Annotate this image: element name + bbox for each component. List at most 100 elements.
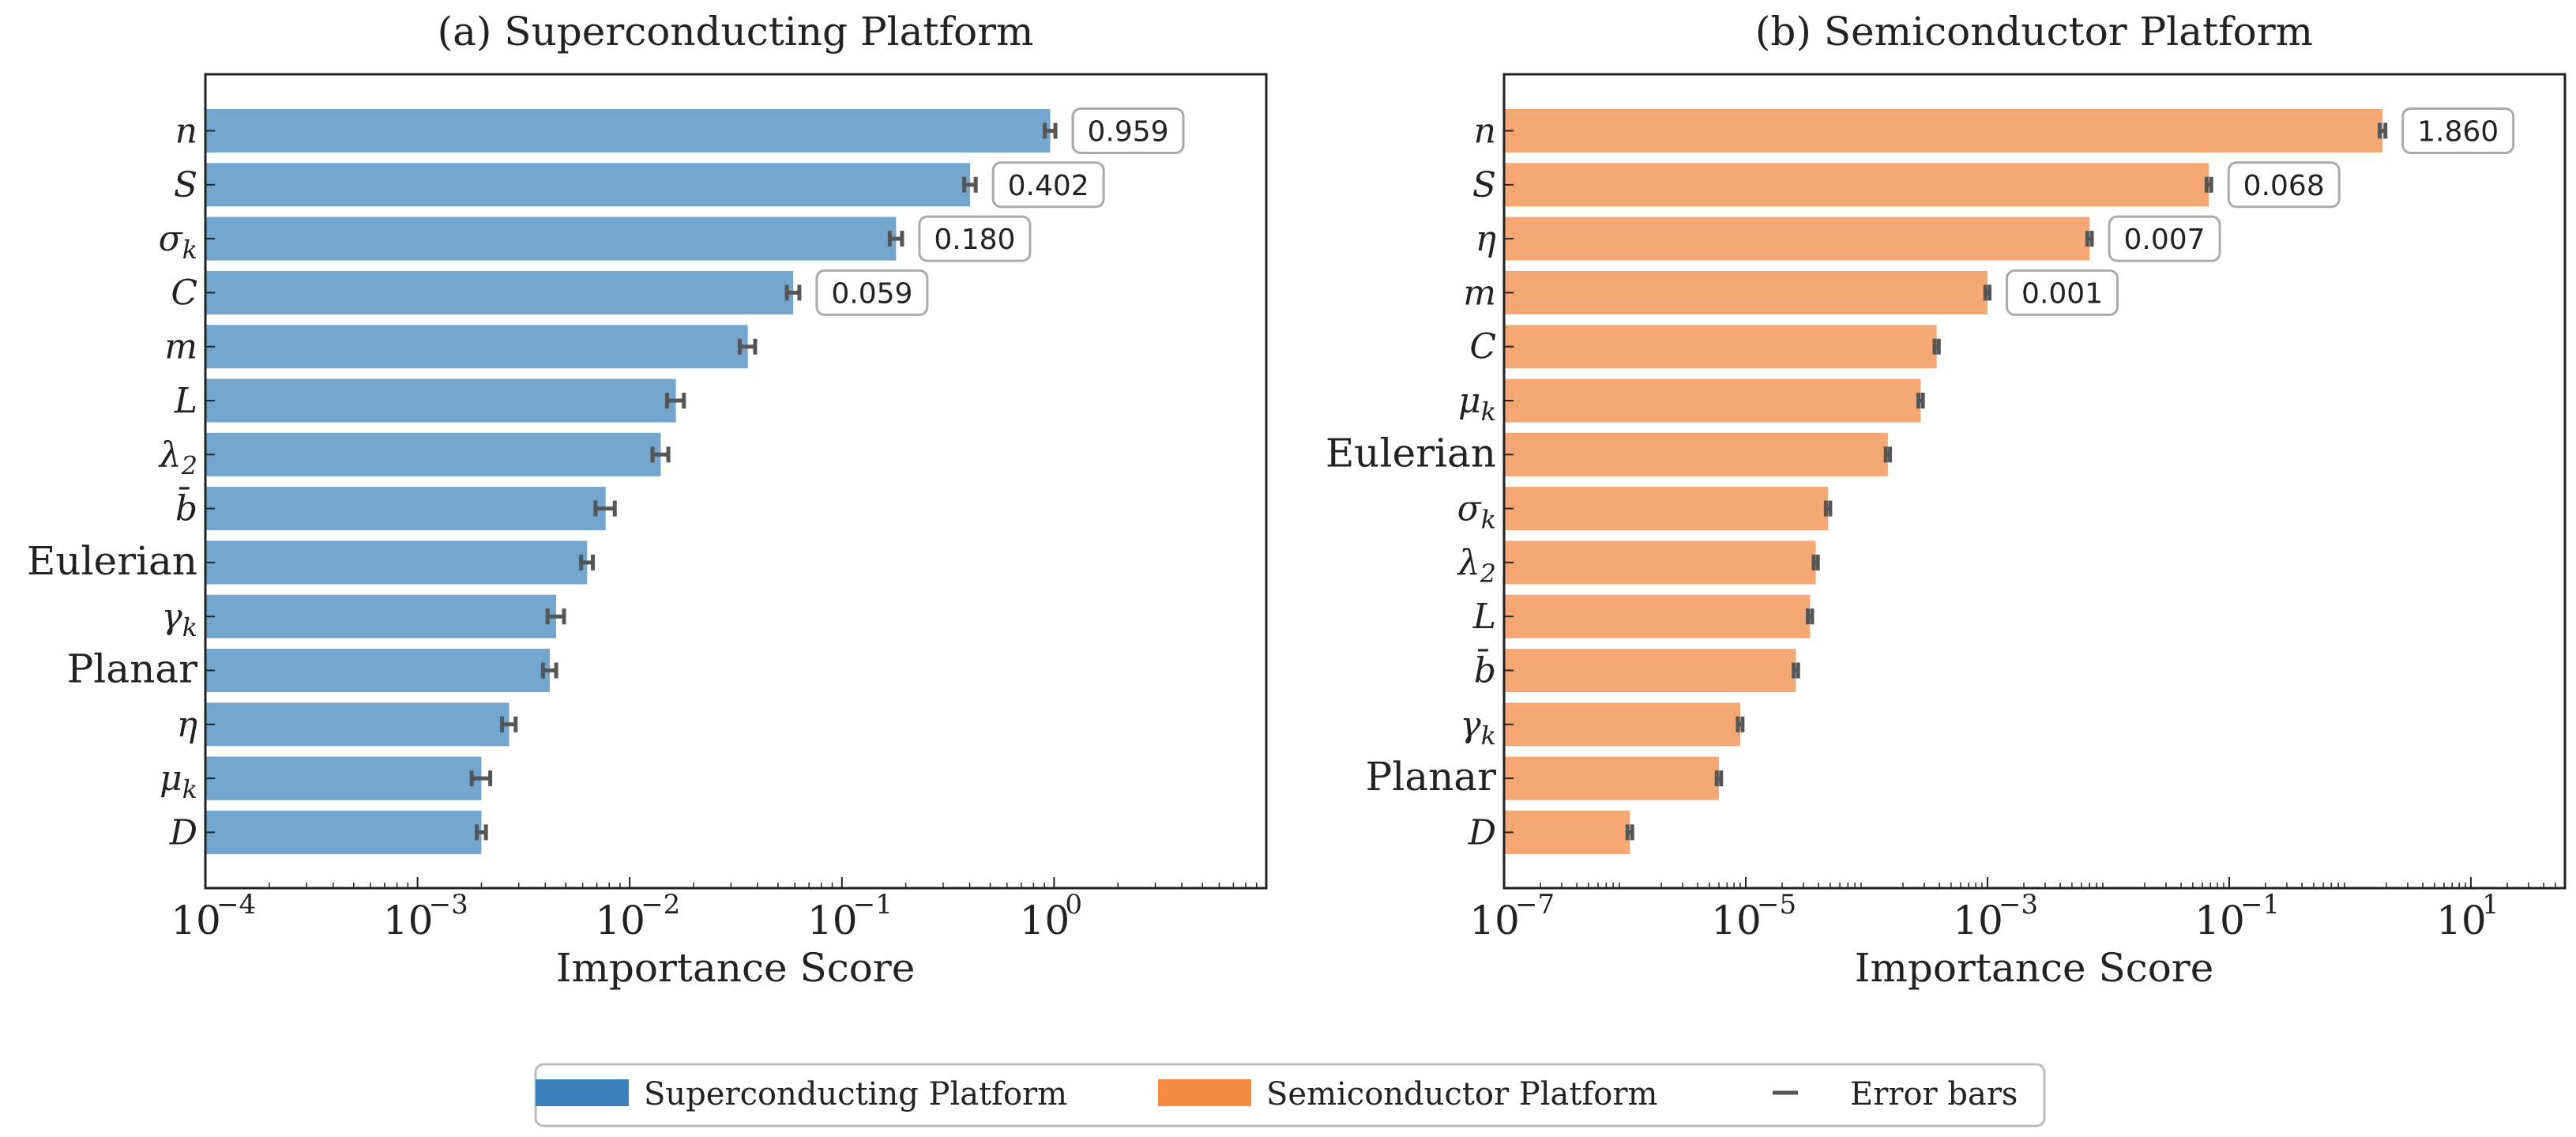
panel-a-bar — [205, 594, 557, 638]
panel-b-frame — [1502, 73, 2567, 890]
panel-a-bar — [205, 702, 510, 747]
panel-a-category-label: μk — [160, 759, 197, 804]
panel-b-error-bar — [2378, 122, 2388, 139]
panel-a-error-bar — [650, 446, 671, 463]
legend-label-semiconductor: Semiconductor Platform — [1266, 1076, 1657, 1113]
panel-a-error-bar — [545, 608, 566, 625]
panel-b-error-bar — [1792, 662, 1800, 679]
panel-b-value-annotation: 0.068 — [2227, 161, 2341, 209]
svg-text:0.059: 0.059 — [831, 277, 912, 310]
panel-b-bar — [1504, 270, 1987, 314]
panel-b-bar — [1504, 325, 1937, 369]
panel-b-title: (b) Semiconductor Platform — [1755, 9, 2313, 55]
panel-a-category-label: Eulerian — [27, 538, 197, 584]
panel-a-bar — [205, 378, 676, 423]
panel-b-x-tick-exponent: −1 — [2240, 889, 2280, 921]
panel-a-category-label: Planar — [67, 646, 197, 692]
svg-text:0.007: 0.007 — [2124, 224, 2206, 256]
panel-a-x-tick-exponent: 0 — [1065, 889, 1082, 921]
panel-b-error-bar — [2085, 231, 2094, 247]
panel-b-error-bar — [1983, 284, 1992, 301]
legend-swatch-semiconductor — [1158, 1079, 1251, 1106]
panel-b-x-tick-label: 10 — [1469, 898, 1520, 943]
panel-b-error-bar — [1823, 500, 1833, 517]
panel-a-error-bar — [737, 338, 758, 355]
panel-b-bar — [1504, 702, 1740, 747]
panel-a-x-tick-exponent: −4 — [216, 889, 256, 921]
panel-b-category-label: n — [1474, 111, 1496, 152]
panel-a-error-bar — [784, 284, 802, 301]
panel-a-bar — [205, 163, 971, 207]
panel-b-bar — [1504, 756, 1720, 800]
panel-a-value-annotation: 0.402 — [991, 161, 1105, 209]
panel-b-bar — [1504, 810, 1630, 854]
panel-a-bar — [205, 325, 748, 369]
panel-a-x-axis-label: Importance Score — [556, 945, 916, 991]
panel-a-error-bar — [474, 824, 488, 841]
panel-b-category-label: m — [1463, 273, 1496, 313]
svg-text:0.959: 0.959 — [1087, 116, 1168, 149]
panel-a-bar — [205, 432, 661, 476]
panel-a-error-bar — [664, 393, 686, 408]
panel-a-value-annotation: 0.180 — [918, 215, 1032, 262]
panel-b-category-label: Eulerian — [1326, 430, 1496, 476]
panel-a-bar — [205, 540, 588, 585]
panel-b-error-bar — [1932, 338, 1941, 355]
panel-a-error-bar — [579, 554, 595, 570]
panel-a-error-bar — [593, 500, 617, 517]
panel-a-category-label: L — [174, 381, 197, 421]
panel-b-value-annotation: 0.001 — [2006, 269, 2119, 316]
panel-a-x-tick-label: 10 — [171, 898, 221, 943]
panel-b-x-tick-label: 10 — [2194, 898, 2245, 943]
panel-a-category-label: m — [164, 327, 197, 367]
panel-b-category-label: σk — [1457, 489, 1496, 535]
panel-a-category-label: C — [171, 273, 197, 313]
panel-b-error-bar — [2204, 176, 2213, 193]
panel-a-category-label: λ2 — [158, 435, 197, 480]
panel-a-bar — [205, 216, 897, 261]
panel-a-x-tick-label: 10 — [1020, 898, 1070, 943]
panel-a-category-label: D — [169, 812, 197, 853]
panel-b-category-label: L — [1472, 597, 1496, 637]
panel-a-category-label: b̄ — [175, 486, 197, 529]
panel-a-value-annotation: 0.059 — [815, 269, 929, 316]
panel-semiconductor: (b) Semiconductor Platform 10−7 10−5 10−3 1… — [1326, 9, 2567, 991]
panel-a-x-tick-exponent: −2 — [641, 889, 680, 921]
panel-b-error-bar — [1806, 608, 1814, 625]
panel-a-bar — [205, 270, 794, 314]
panel-a-error-bar — [469, 770, 493, 787]
panel-b-x-tick-label: 10 — [1953, 898, 2003, 943]
panel-b-category-label: S — [1472, 165, 1496, 205]
panel-a-bar — [205, 810, 482, 854]
legend-swatch-superconducting — [536, 1079, 629, 1106]
panel-b-error-bar — [1811, 554, 1820, 570]
panel-a-x-tick-label: 10 — [383, 898, 434, 943]
panel-superconducting: (a) Superconducting Platform 10−4 10−3 10−… — [27, 9, 1268, 991]
svg-text:0.402: 0.402 — [1008, 170, 1089, 202]
panel-b-bar — [1504, 540, 1816, 585]
panel-b-bar — [1504, 649, 1796, 692]
svg-text:0.068: 0.068 — [2243, 170, 2325, 202]
panel-b-error-bar — [1714, 770, 1724, 787]
panel-a-category-label: γk — [161, 597, 197, 642]
panel-b-bar — [1504, 109, 2383, 152]
panel-b-bar — [1504, 378, 1921, 423]
panel-a-error-bar — [887, 231, 904, 247]
panel-b-category-label: Planar — [1366, 754, 1496, 800]
panel-b-category-label: μk — [1458, 381, 1496, 427]
panel-b-error-bar — [1916, 393, 1925, 408]
panel-a-value-annotation: 0.959 — [1071, 107, 1185, 154]
panel-a-x-tick-label: 10 — [807, 898, 858, 943]
panel-b-value-annotation: 1.860 — [2401, 107, 2515, 154]
panel-a-bar — [205, 109, 1051, 152]
panel-b-x-tick-exponent: 1 — [2482, 889, 2499, 921]
panel-b-category-label: D — [1468, 812, 1496, 853]
panel-a-category-label: n — [175, 111, 197, 152]
panel-b-x-axis-label: Importance Score — [1855, 945, 2214, 991]
panel-b-bar — [1504, 487, 1829, 531]
panel-a-x-tick-label: 10 — [595, 898, 645, 943]
legend-label-superconducting: Superconducting Platform — [644, 1076, 1067, 1113]
panel-a-error-bar — [499, 716, 518, 732]
